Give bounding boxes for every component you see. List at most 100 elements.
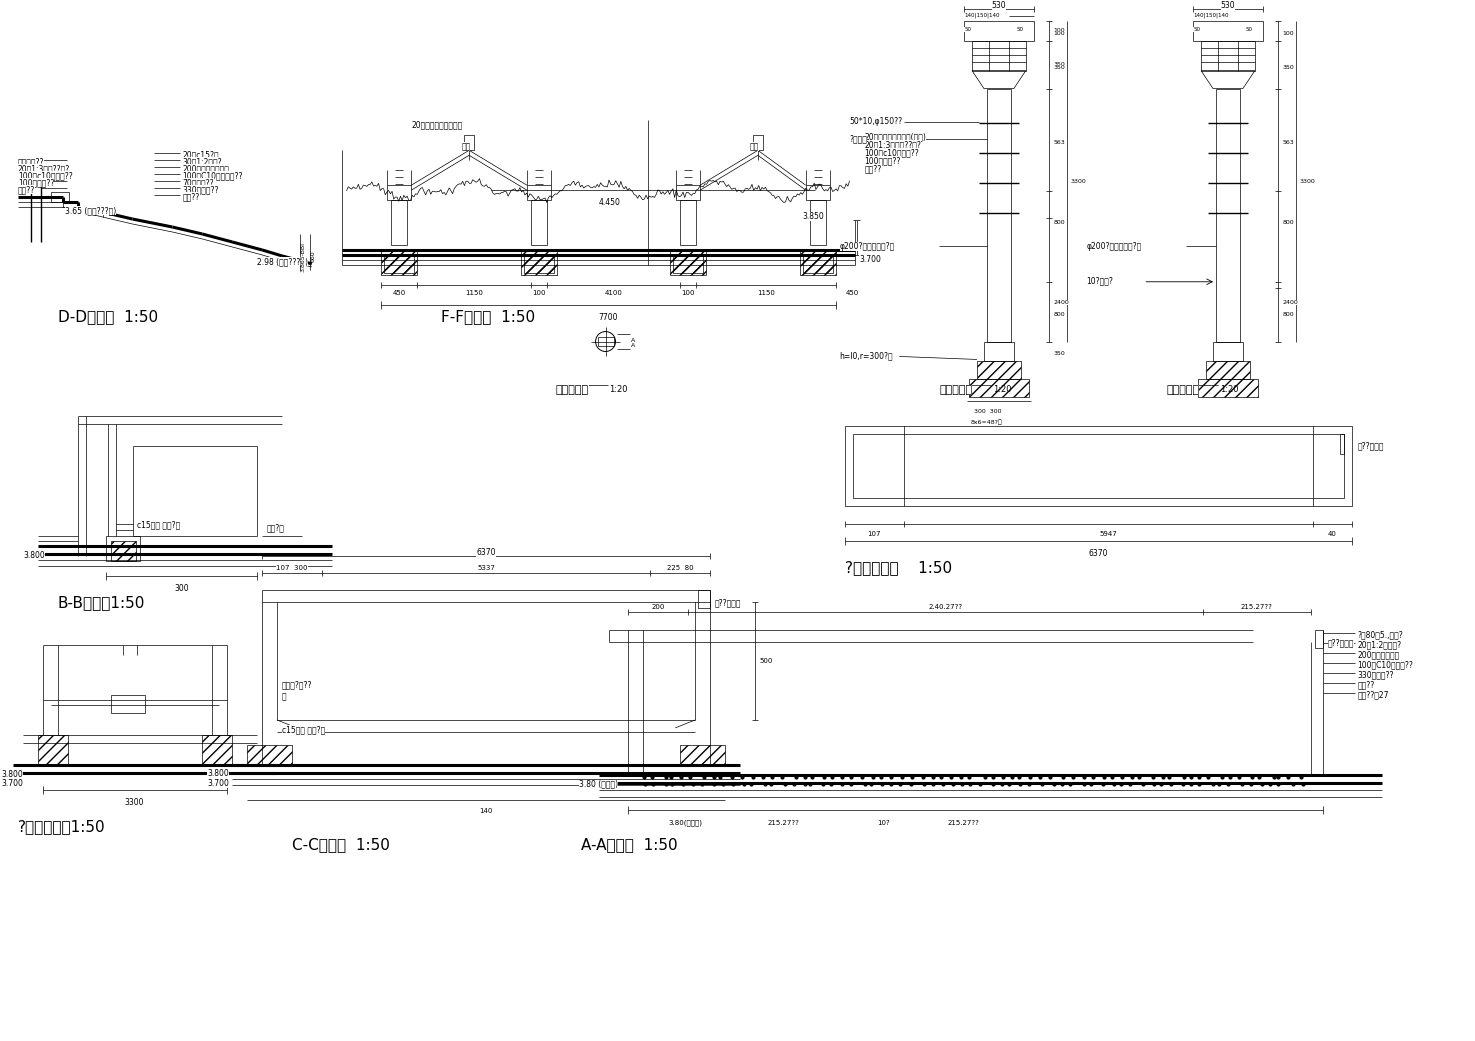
Text: 5947: 5947 (1099, 531, 1118, 537)
Bar (1201, 41, 1255, 71)
Bar (1212, 341, 1243, 361)
Bar (680, 745, 726, 765)
Text: F-F剖面？  1:50: F-F剖面？ 1:50 (441, 309, 535, 325)
Text: 3300: 3300 (1071, 179, 1087, 183)
Text: D-D剖面？  1:50: D-D剖面？ 1:50 (58, 309, 158, 325)
Bar (531, 200, 547, 245)
Text: 素土??: 素土?? (183, 193, 199, 201)
Text: 3.850: 3.850 (802, 212, 825, 221)
Text: 100厚碎石??: 100厚碎石?? (18, 178, 55, 187)
Text: 不??溢水口: 不??溢水口 (1328, 638, 1354, 648)
Text: 100: 100 (681, 289, 695, 296)
Bar (698, 590, 709, 608)
Text: 黄色金?砂??: 黄色金?砂?? (282, 680, 313, 689)
Bar (106, 536, 140, 561)
Bar (382, 250, 417, 275)
Bar (810, 200, 826, 245)
Text: 350: 350 (1053, 352, 1065, 356)
Text: 200厚钢筋混凝土: 200厚钢筋混凝土 (1357, 651, 1400, 659)
Text: 450: 450 (392, 289, 406, 296)
Text: c15素砼 素面?板: c15素砼 素面?板 (137, 520, 181, 530)
Bar (976, 361, 1021, 379)
Bar (1341, 434, 1345, 454)
Text: C-C剖面？  1:50: C-C剖面？ 1:50 (292, 837, 389, 853)
Text: 灯柱平面？: 灯柱平面？ (556, 385, 589, 396)
Text: 215.27??: 215.27?? (947, 819, 979, 826)
Text: 10?: 10? (878, 819, 891, 826)
Text: 800: 800 (1053, 311, 1065, 316)
Text: 660: 660 (311, 250, 316, 261)
Text: 450: 450 (845, 289, 858, 296)
Text: 50: 50 (1016, 27, 1024, 32)
Text: 100: 100 (1053, 31, 1065, 35)
Text: 215.27??: 215.27?? (1240, 605, 1273, 610)
Bar (1198, 379, 1258, 398)
Bar (802, 255, 832, 273)
Text: 100: 100 (1053, 28, 1065, 33)
Text: 107: 107 (867, 531, 881, 537)
Text: 1:20: 1:20 (609, 385, 628, 395)
Text: 3.800: 3.800 (24, 551, 44, 560)
Bar (202, 735, 232, 765)
Bar (1215, 88, 1240, 341)
Text: 10?黑色?: 10?黑色? (1087, 277, 1114, 286)
Bar (1314, 630, 1323, 649)
Text: 素土??: 素土?? (864, 164, 882, 173)
Bar (391, 200, 407, 245)
Bar (673, 255, 704, 273)
Text: ?泉水渠平面    1:50: ?泉水渠平面 1:50 (845, 561, 951, 576)
Bar (246, 745, 292, 765)
Bar (752, 135, 763, 150)
Bar (972, 41, 1025, 71)
Text: 100厚c10垫层土??: 100厚c10垫层土?? (864, 148, 919, 157)
Text: 3.80 (当精准): 3.80 (当精准) (578, 780, 618, 789)
Bar (676, 185, 701, 200)
Text: 5337: 5337 (476, 564, 496, 570)
Text: 1150: 1150 (465, 289, 482, 296)
Text: 800: 800 (1283, 220, 1295, 225)
Text: A-A剖面？  1:50: A-A剖面？ 1:50 (581, 837, 677, 853)
Text: 107  300: 107 300 (276, 564, 308, 570)
Text: 563: 563 (1283, 141, 1295, 146)
Text: 50: 50 (1246, 27, 1252, 32)
Bar (38, 735, 68, 765)
Text: φ200?管外包黄色?板: φ200?管外包黄色?板 (1087, 242, 1142, 251)
Text: 140: 140 (479, 808, 493, 814)
Text: 530: 530 (991, 1, 1006, 10)
Text: 3.865-BBl: 3.865-BBl (301, 242, 305, 272)
Text: 4100: 4100 (605, 289, 622, 296)
Text: A
A: A A (631, 337, 636, 349)
Text: 350: 350 (1053, 65, 1065, 70)
Text: 100厚C10垫混土??: 100厚C10垫混土?? (1357, 660, 1413, 669)
Bar (50, 193, 69, 202)
Text: ?泉水渠立面1:50: ?泉水渠立面1:50 (18, 819, 106, 835)
Bar (670, 250, 707, 275)
Bar (680, 200, 696, 245)
Text: 2400: 2400 (1283, 300, 1298, 305)
Text: 530: 530 (1221, 1, 1235, 10)
Bar (984, 341, 1013, 361)
Text: 3.65 (当底???宕): 3.65 (当底???宕) (65, 206, 117, 215)
Bar (597, 336, 614, 347)
Text: 330厚碎石??: 330厚碎石?? (1357, 670, 1394, 679)
Text: 20厚深灰色贴花砖石宕: 20厚深灰色贴花砖石宕 (412, 121, 463, 129)
Text: 215.27??: 215.27?? (768, 819, 799, 826)
Text: 20厚深灰色贴砖石宕(磨石): 20厚深灰色贴砖石宕(磨石) (864, 132, 926, 142)
Bar (111, 540, 136, 561)
Text: ?前80厚5.,粒径?: ?前80厚5.,粒径? (1357, 630, 1403, 639)
Text: 细: 细 (282, 692, 286, 701)
Text: c15素砼 素面?板: c15素砼 素面?板 (282, 725, 324, 734)
Text: 350: 350 (1053, 62, 1065, 68)
Text: 3.80(当底宕): 3.80(当底宕) (668, 819, 702, 827)
Text: 40: 40 (1328, 531, 1336, 537)
Bar (388, 185, 412, 200)
Bar (853, 434, 1345, 498)
Text: 3.800: 3.800 (1, 769, 22, 779)
Text: 填土: 填土 (749, 143, 760, 151)
Text: 素土??: 素土?? (18, 185, 35, 195)
Bar (521, 250, 556, 275)
Text: 面砖铺广??: 面砖铺广?? (18, 157, 44, 167)
Text: 3.700: 3.700 (860, 255, 882, 263)
Bar (799, 250, 836, 275)
Text: 200厚钢筋混凝土板: 200厚钢筋混凝土板 (183, 164, 229, 173)
